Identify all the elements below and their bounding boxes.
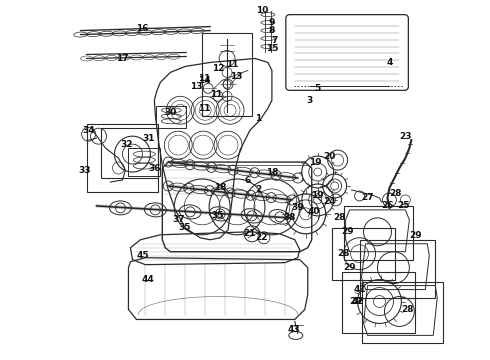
Text: 3: 3 [307, 96, 313, 105]
Text: 15: 15 [266, 44, 278, 53]
Text: 45: 45 [136, 251, 148, 260]
Text: 40: 40 [308, 207, 320, 216]
Text: 6: 6 [245, 176, 251, 185]
Text: 11: 11 [210, 90, 222, 99]
Bar [202, 32, 252, 116]
Text: 28: 28 [338, 249, 350, 258]
Text: 31: 31 [142, 134, 155, 143]
Text: 22: 22 [256, 233, 268, 242]
Bar [156, 106, 186, 128]
Text: 19: 19 [312, 192, 324, 201]
Text: 25: 25 [397, 201, 410, 210]
Bar [100, 128, 158, 178]
Text: 9: 9 [269, 18, 275, 27]
Text: 13: 13 [230, 72, 242, 81]
Text: 35: 35 [212, 211, 224, 220]
Bar [362, 282, 443, 343]
Text: 38: 38 [284, 213, 296, 222]
Text: 23: 23 [399, 132, 412, 141]
Text: 29: 29 [343, 263, 356, 272]
Text: 26: 26 [381, 201, 393, 210]
Text: 19: 19 [309, 158, 322, 167]
Text: 28: 28 [333, 213, 346, 222]
Bar [343, 206, 414, 260]
Text: 29: 29 [349, 297, 362, 306]
Text: 14: 14 [198, 76, 211, 85]
Bar [360, 240, 435, 298]
Text: 2: 2 [255, 185, 261, 194]
Text: 10: 10 [256, 6, 268, 15]
Text: 13: 13 [190, 82, 202, 91]
Text: 30: 30 [164, 108, 176, 117]
Text: 18: 18 [266, 167, 278, 176]
Text: 21: 21 [244, 229, 256, 238]
Text: 37: 37 [172, 215, 185, 224]
Text: 24: 24 [323, 197, 336, 206]
Bar [87, 124, 158, 192]
Text: 44: 44 [142, 275, 155, 284]
Text: 35: 35 [178, 223, 191, 232]
Text: 39: 39 [292, 203, 304, 212]
Text: 11: 11 [226, 60, 238, 69]
Text: 32: 32 [120, 140, 133, 149]
Text: 1: 1 [255, 114, 261, 123]
Text: 34: 34 [82, 126, 95, 135]
Text: 12: 12 [212, 64, 224, 73]
Text: 8: 8 [269, 26, 275, 35]
Text: 16: 16 [136, 24, 148, 33]
Text: 29: 29 [409, 231, 422, 240]
Text: 28: 28 [401, 305, 414, 314]
Text: 29: 29 [342, 227, 354, 236]
Text: 18: 18 [214, 184, 226, 193]
Text: 28: 28 [389, 189, 402, 198]
Bar [332, 228, 395, 280]
Text: 5: 5 [315, 84, 321, 93]
Text: 41: 41 [353, 285, 366, 294]
Text: 36: 36 [148, 163, 161, 172]
Text: 17: 17 [116, 54, 129, 63]
Text: 27: 27 [361, 193, 374, 202]
Text: 4: 4 [386, 58, 392, 67]
Text: 20: 20 [323, 152, 336, 161]
Text: 43: 43 [288, 325, 300, 334]
Text: 11: 11 [198, 74, 210, 83]
Bar [128, 148, 160, 176]
Text: 11: 11 [198, 104, 210, 113]
Text: 7: 7 [271, 36, 278, 45]
Text: 33: 33 [78, 166, 91, 175]
Text: 42: 42 [351, 297, 364, 306]
Bar [342, 272, 416, 333]
